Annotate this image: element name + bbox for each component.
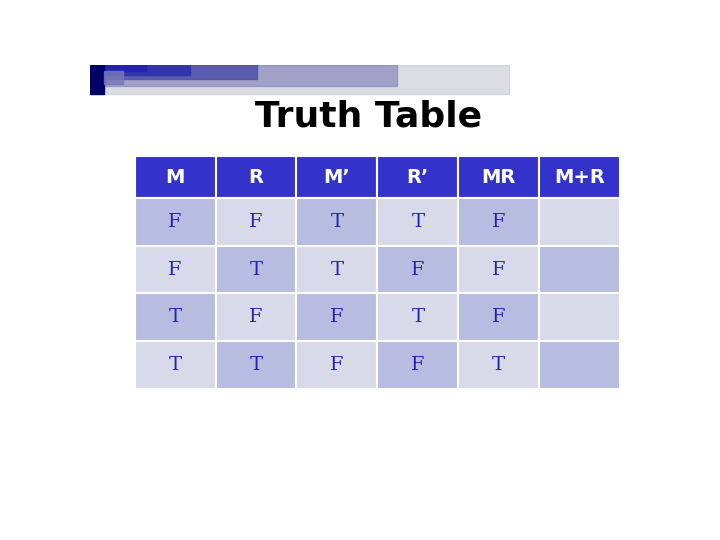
Text: F: F <box>411 261 425 279</box>
Bar <box>458 198 539 246</box>
Bar <box>215 198 297 246</box>
Bar <box>377 198 458 246</box>
Text: F: F <box>492 213 505 231</box>
Bar <box>297 341 377 389</box>
Bar <box>135 198 215 246</box>
Polygon shape <box>90 65 190 75</box>
Bar <box>377 341 458 389</box>
Bar <box>135 246 215 294</box>
Text: T: T <box>330 261 343 279</box>
Polygon shape <box>104 71 124 84</box>
Bar <box>377 156 458 198</box>
Bar <box>297 246 377 294</box>
Bar <box>297 156 377 198</box>
Text: F: F <box>411 356 425 374</box>
Text: M+R: M+R <box>554 167 605 186</box>
Text: F: F <box>330 308 343 326</box>
Bar <box>458 294 539 341</box>
Text: Truth Table: Truth Table <box>256 100 482 134</box>
Bar <box>458 341 539 389</box>
Bar <box>458 156 539 198</box>
Bar <box>215 341 297 389</box>
Bar <box>297 198 377 246</box>
Bar <box>297 294 377 341</box>
Text: R: R <box>248 167 264 186</box>
Bar <box>377 294 458 341</box>
Text: F: F <box>492 261 505 279</box>
Text: T: T <box>249 261 263 279</box>
Text: T: T <box>411 308 424 326</box>
Bar <box>215 294 297 341</box>
Text: T: T <box>492 356 505 374</box>
Text: T: T <box>168 356 181 374</box>
Bar <box>458 246 539 294</box>
Text: T: T <box>249 356 263 374</box>
Bar <box>539 341 620 389</box>
Polygon shape <box>90 65 397 85</box>
Bar <box>539 198 620 246</box>
Text: F: F <box>492 308 505 326</box>
Polygon shape <box>90 65 258 79</box>
Text: M’: M’ <box>323 167 351 186</box>
Bar <box>215 156 297 198</box>
Text: F: F <box>168 261 182 279</box>
Text: F: F <box>330 356 343 374</box>
Text: T: T <box>168 308 181 326</box>
Text: F: F <box>168 213 182 231</box>
Bar <box>135 294 215 341</box>
Polygon shape <box>90 65 145 71</box>
Text: T: T <box>411 213 424 231</box>
Bar <box>377 246 458 294</box>
Text: M: M <box>166 167 185 186</box>
Polygon shape <box>90 65 104 94</box>
Text: MR: MR <box>482 167 516 186</box>
Bar <box>215 246 297 294</box>
Text: T: T <box>330 213 343 231</box>
Text: F: F <box>249 308 263 326</box>
Bar <box>539 156 620 198</box>
Bar <box>135 156 215 198</box>
Text: F: F <box>249 213 263 231</box>
Bar <box>539 294 620 341</box>
Text: R’: R’ <box>407 167 429 186</box>
Bar <box>135 341 215 389</box>
Bar <box>539 246 620 294</box>
Polygon shape <box>90 65 508 94</box>
